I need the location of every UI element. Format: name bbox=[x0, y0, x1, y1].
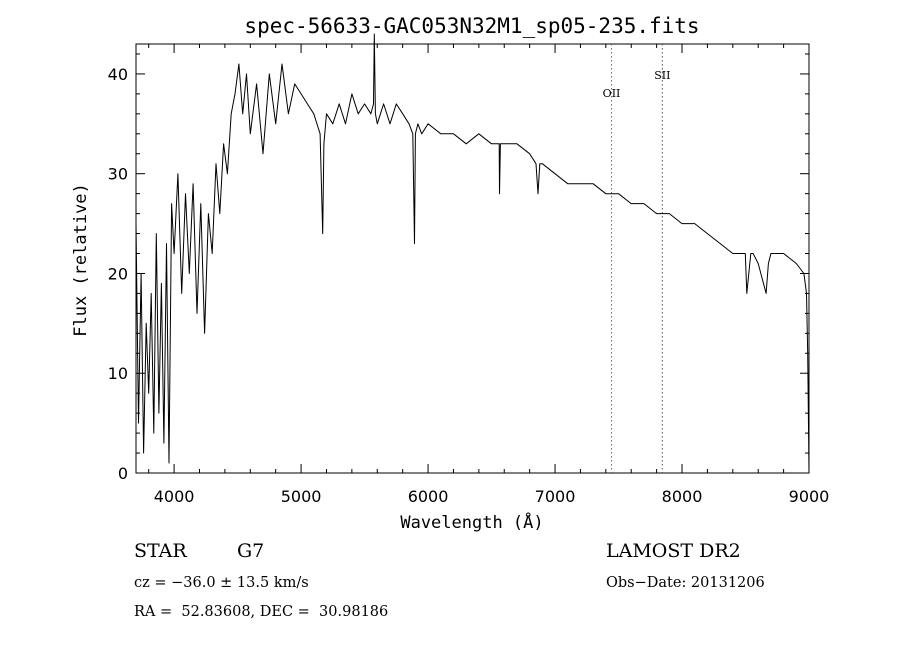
obs-date: Obs−Date: 20131206 bbox=[606, 575, 765, 591]
chart-title: spec-56633-GAC053N32M1_sp05-235.fits bbox=[244, 14, 699, 38]
redshift-line: cz = −36.0 ± 13.5 km/s bbox=[134, 575, 309, 591]
object-subclass: G7 bbox=[237, 540, 265, 562]
y-tick-label: 0 bbox=[118, 464, 128, 483]
y-tick-label: 20 bbox=[108, 264, 128, 283]
plot-frame bbox=[135, 43, 810, 474]
x-axis-label: Wavelength (Å) bbox=[400, 511, 543, 533]
annotation-label: SII bbox=[654, 69, 670, 82]
x-tick-label: 9000 bbox=[789, 487, 830, 506]
plot-area: 4000 5000 6000 7000 8000 9000 0 10 20 30 40 OII SII bbox=[108, 33, 830, 506]
x-tick-label: 8000 bbox=[662, 487, 703, 506]
object-class: STAR bbox=[134, 540, 187, 562]
x-tick-label: 6000 bbox=[408, 487, 449, 506]
y-tick-label: 30 bbox=[108, 165, 128, 184]
y-tick-label: 40 bbox=[108, 65, 128, 84]
y-axis-label: Flux (relative) bbox=[71, 183, 91, 337]
survey-name: LAMOST DR2 bbox=[606, 540, 741, 562]
x-tick-label: 5000 bbox=[281, 487, 322, 506]
annotation-label: OII bbox=[603, 87, 621, 100]
y-tick-label: 10 bbox=[108, 364, 128, 383]
coordinates-line: RA = 52.83608, DEC = 30.98186 bbox=[134, 604, 389, 620]
spectrum-line bbox=[135, 33, 810, 474]
x-tick-label: 4000 bbox=[154, 487, 195, 506]
x-tick-label: 7000 bbox=[535, 487, 576, 506]
